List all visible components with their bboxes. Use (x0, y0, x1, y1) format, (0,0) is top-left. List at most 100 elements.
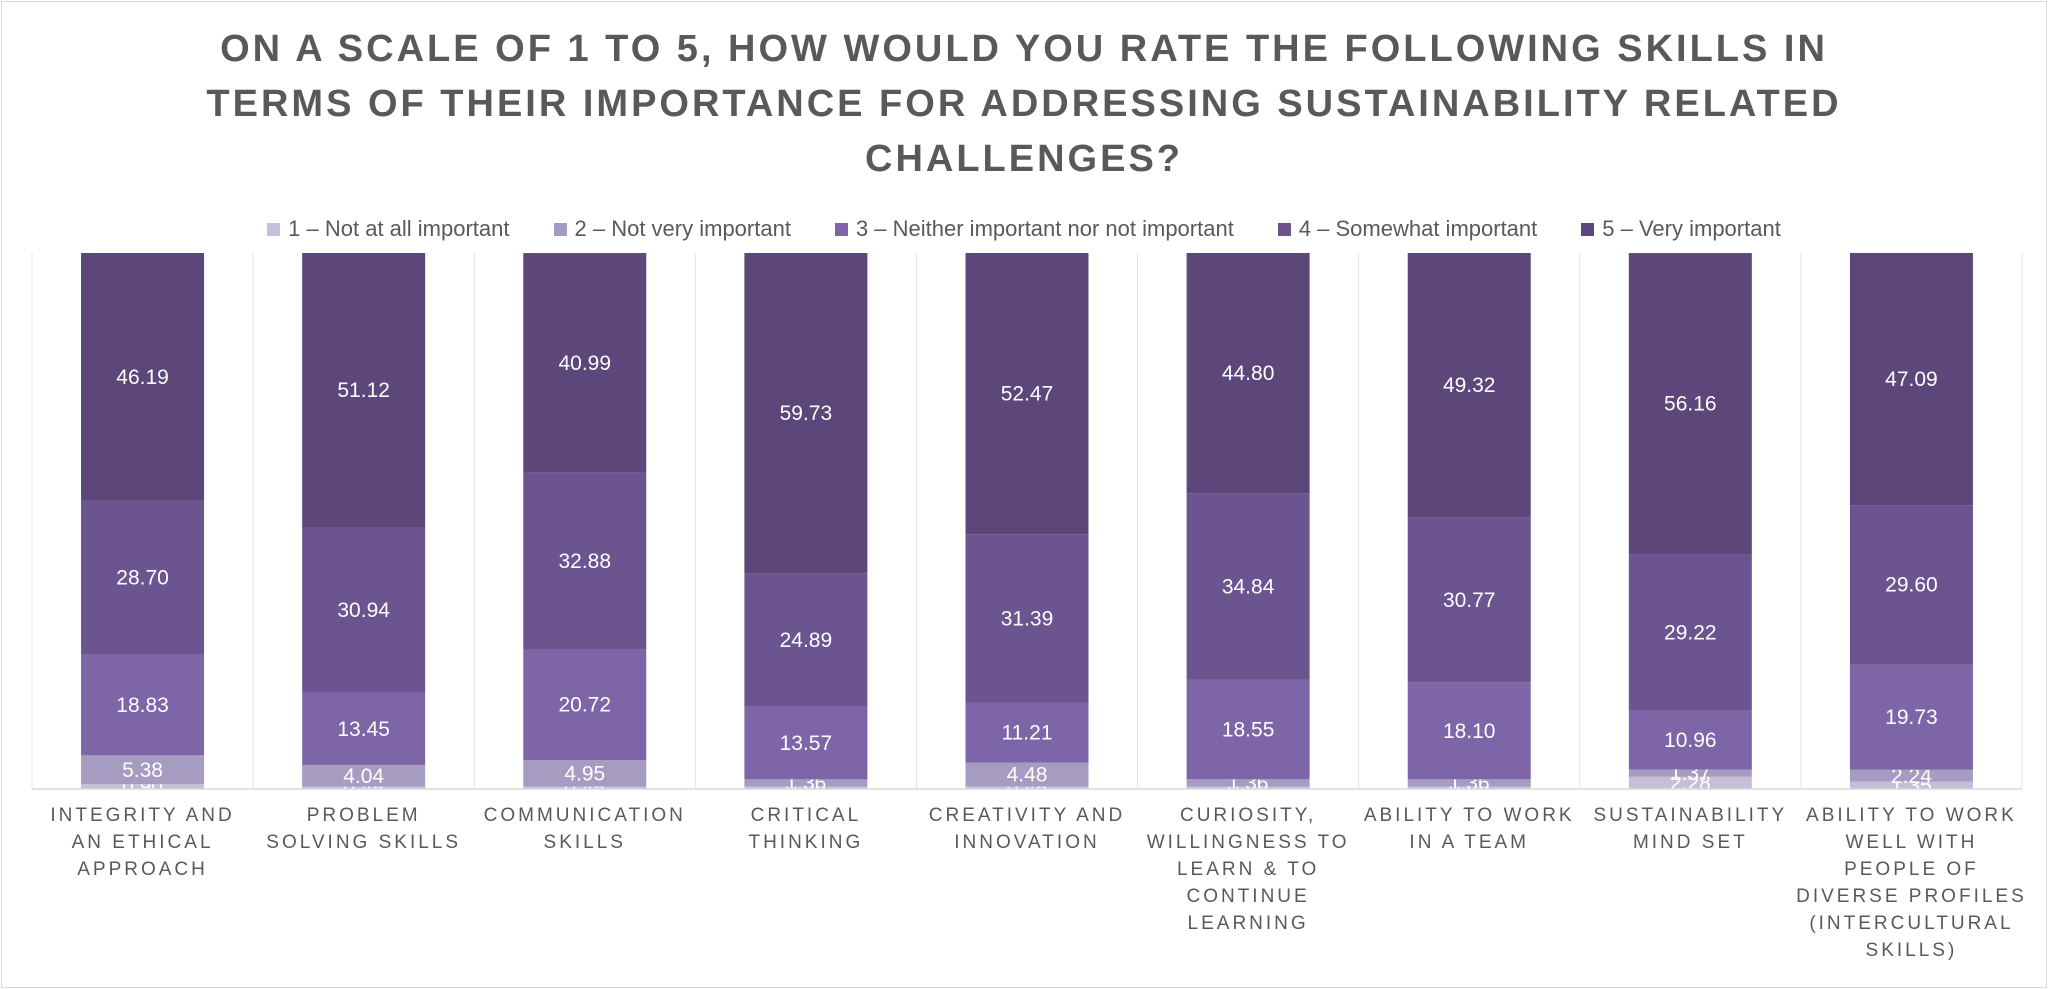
data-label: 11.21 (1002, 722, 1053, 745)
bar-segment-2 (744, 779, 868, 787)
data-label: 20.72 (558, 694, 611, 717)
bar-segment-4 (1849, 505, 1973, 665)
bar-segment-4 (965, 534, 1089, 703)
legend-swatch (1581, 222, 1595, 236)
bar-segment-2 (81, 755, 205, 785)
data-label: 10.96 (1664, 729, 1717, 752)
data-label: 19.73 (1885, 706, 1938, 729)
data-label: 18.55 (1222, 719, 1275, 742)
bar-segment-3 (302, 692, 426, 765)
bar-segment-1 (1849, 781, 1973, 789)
bar-segment-3 (965, 702, 1089, 763)
legend-label: 4 – Somewhat important (1298, 216, 1538, 241)
data-label: 30.77 (1443, 589, 1496, 612)
bar-segment-5 (1186, 253, 1310, 494)
data-label: 13.57 (780, 732, 833, 755)
category-label: CRITICAL THINKING (748, 805, 863, 853)
bar-segment-4 (744, 573, 868, 707)
category-label: CURIOSITY, WILLINGNESS TO LEARN & TO CONTIN… (1147, 805, 1350, 934)
data-label: 29.22 (1664, 621, 1717, 644)
category-label: PROBLEM SOLVING SKILLS (266, 805, 461, 853)
bar-segment-4 (1628, 554, 1752, 711)
bar-segment-1 (1186, 786, 1310, 789)
category-label: ABILITY TO WORK WELL WITH PEOPLE OF DIVERSE… (1796, 805, 2027, 961)
bar-segment-2 (1407, 779, 1531, 787)
data-label: 5.38 (122, 759, 163, 782)
data-label: 24.89 (780, 629, 833, 652)
legend-swatch (267, 222, 281, 236)
data-label: 47.09 (1885, 368, 1938, 391)
category-label: INTEGRITY AND AN ETHICAL APPROACH (50, 805, 234, 880)
data-label: 31.39 (1001, 607, 1054, 630)
bar-segment-2 (1628, 769, 1752, 777)
data-label: 4.95 (564, 762, 605, 785)
data-label: 40.99 (558, 352, 611, 375)
bar-segment-2 (1849, 769, 1973, 782)
bar-segment-2 (302, 764, 426, 787)
bar-segment-5 (744, 253, 868, 574)
bar-segment-3 (1186, 679, 1310, 780)
data-label: 18.83 (116, 694, 169, 717)
bar-segment-1 (302, 786, 426, 789)
bar-segment-3 (523, 648, 647, 761)
bar-segment-3 (81, 654, 205, 756)
data-label: 46.19 (116, 366, 169, 389)
legend-swatch (1277, 222, 1291, 236)
bar-segment-1 (81, 784, 205, 789)
bar-segment-5 (302, 253, 426, 528)
data-label: 2.24 (1891, 765, 1932, 788)
bar-segment-1 (744, 786, 868, 789)
bar-segment-1 (965, 786, 1089, 789)
bar-segment-4 (81, 500, 205, 655)
bar-segment-3 (1407, 682, 1531, 780)
legend-swatch (553, 222, 567, 236)
category-label: CREATIVITY AND INNOVATION (929, 805, 1126, 853)
data-label: 52.47 (1001, 383, 1054, 406)
data-label: 18.10 (1443, 720, 1496, 743)
data-label: 56.16 (1664, 393, 1717, 416)
data-label: 44.80 (1222, 362, 1275, 385)
legend-item-4: 4 – Somewhat important (1277, 216, 1538, 242)
legend-item-3: 3 – Neither important nor not important (834, 216, 1234, 242)
legend-label: 1 – Not at all important (288, 216, 510, 241)
category-label: ABILITY TO WORK IN A TEAM (1364, 805, 1575, 853)
data-label: 59.73 (780, 402, 833, 425)
bar-segment-5 (965, 253, 1089, 535)
bar-segment-5 (1407, 253, 1531, 518)
bar-segment-4 (1186, 493, 1310, 680)
bar-segment-2 (965, 762, 1089, 787)
bar-segment-4 (523, 472, 647, 649)
data-label: 32.88 (558, 550, 611, 573)
bar-segment-5 (1849, 252, 1973, 506)
bar-segment-2 (523, 760, 647, 787)
data-label: 28.70 (116, 566, 169, 589)
bar-segment-5 (81, 253, 205, 501)
category-label: SUSTAINABILITY MIND SET (1593, 805, 1787, 853)
data-label: 51.12 (337, 379, 390, 402)
data-label: 29.60 (1885, 574, 1938, 597)
data-label: 49.32 (1443, 374, 1496, 397)
bar-segment-2 (1186, 779, 1310, 787)
bar-segment-5 (523, 253, 647, 473)
bar-segment-1 (1407, 786, 1531, 789)
data-label: 4.48 (1007, 764, 1048, 787)
legend-label: 3 – Neither important nor not important (855, 216, 1234, 241)
legend-item-5: 5 – Very important (1581, 216, 1781, 242)
category-label: COMMUNICATION SKILLS (484, 805, 686, 853)
bar-segment-4 (302, 527, 426, 693)
legend-label: 5 – Very important (1602, 216, 1781, 241)
bar-segment-3 (744, 706, 868, 780)
data-label: 34.84 (1222, 575, 1275, 598)
chart-legend: 1 – Not at all important 2 – Not very imp… (0, 213, 2048, 245)
data-label: 4.04 (343, 765, 384, 788)
legend-label: 2 – Not very important (574, 216, 791, 241)
legend-swatch (834, 222, 848, 236)
data-label: 13.45 (337, 718, 390, 741)
bar-segment-1 (523, 786, 647, 789)
bar-segment-3 (1849, 664, 1973, 770)
bar-segment-5 (1628, 253, 1752, 555)
bar-segment-3 (1628, 710, 1752, 770)
bar-segment-4 (1407, 517, 1531, 683)
legend-item-1: 1 – Not at all important (267, 216, 510, 242)
